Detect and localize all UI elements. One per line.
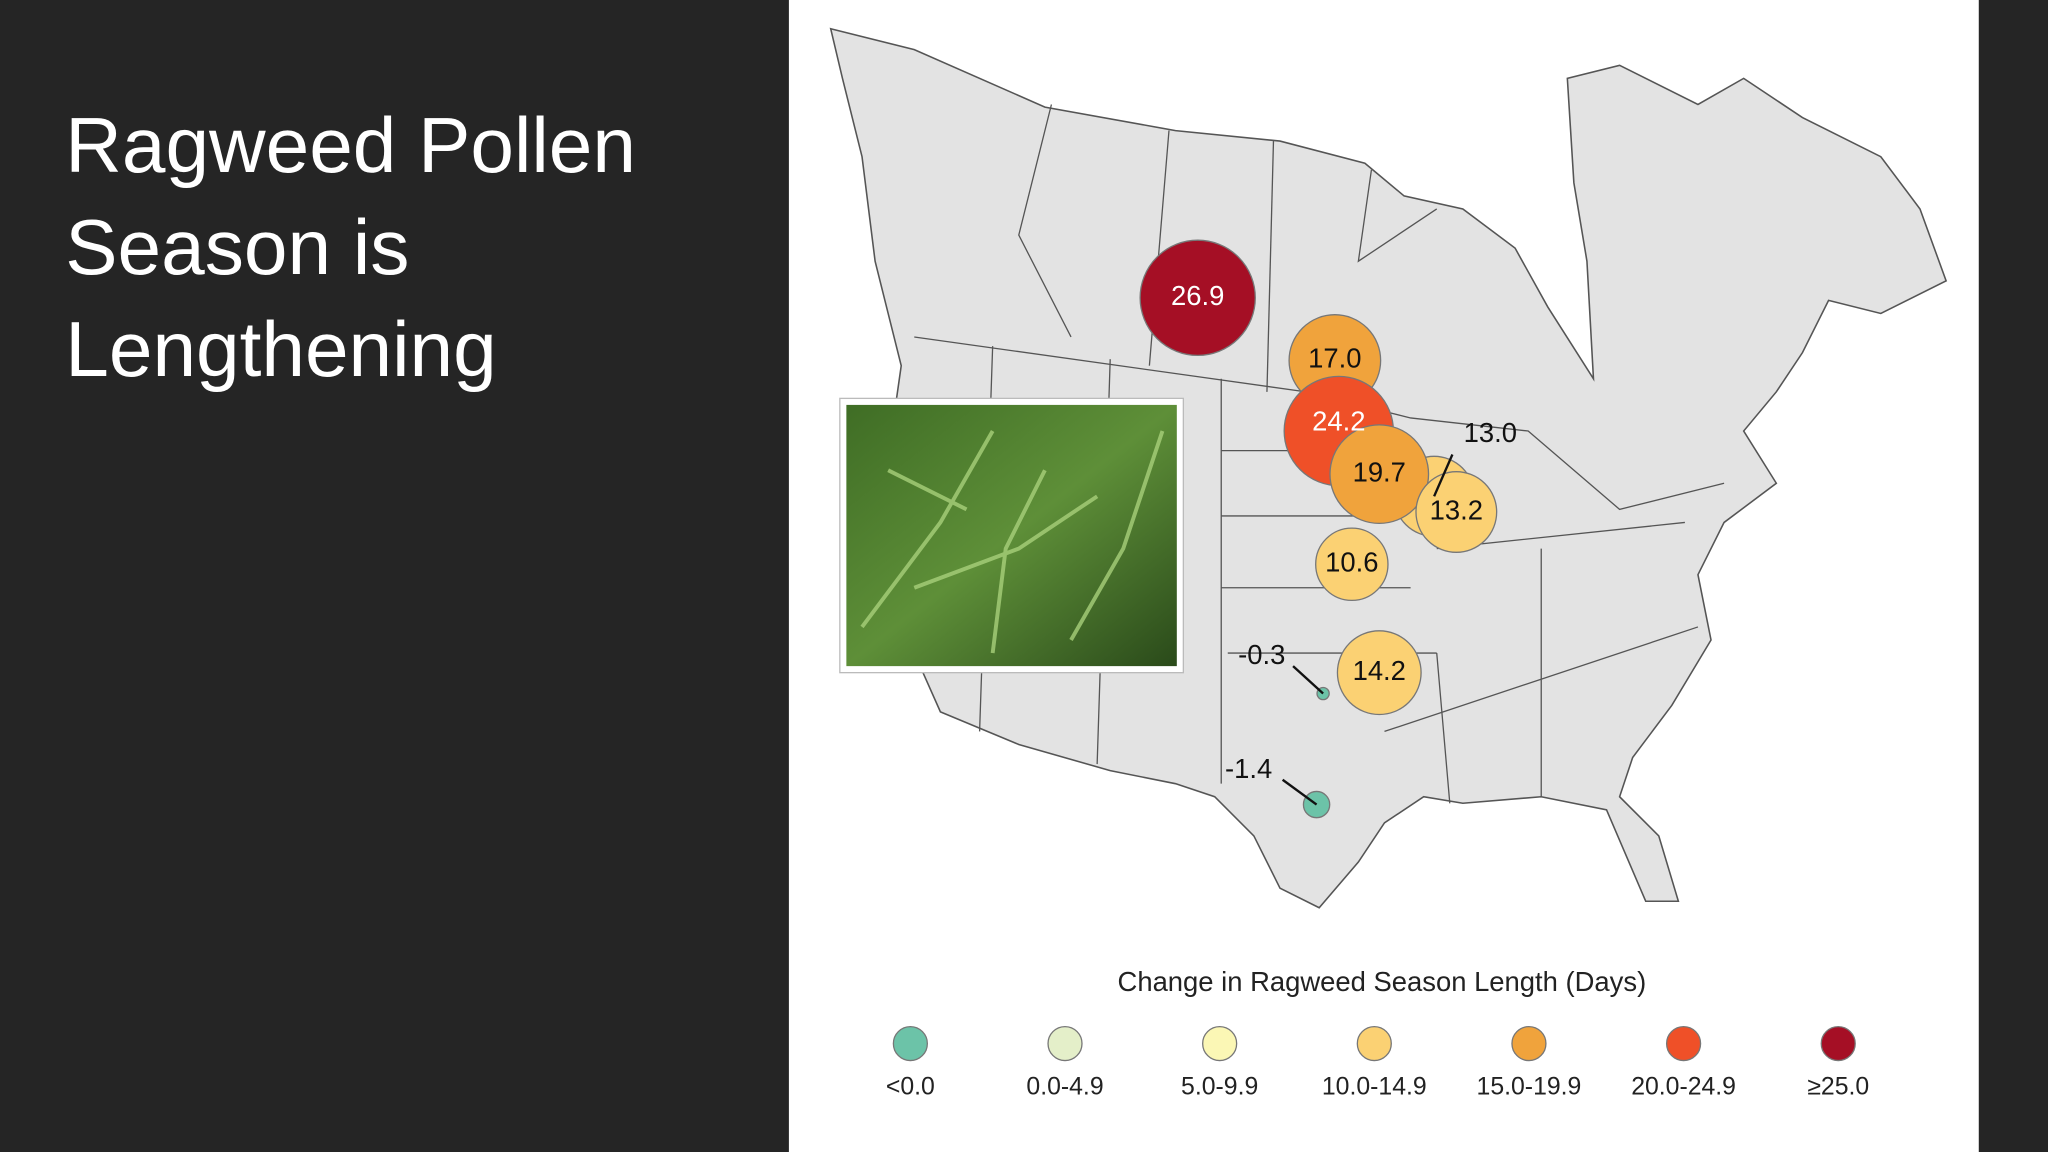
point-label: 26.9 (1171, 280, 1224, 311)
leader-line (1292, 665, 1324, 695)
legend-label: 5.0-9.9 (1181, 1074, 1258, 1101)
leader-line (1433, 454, 1454, 497)
legend-swatch (1047, 1025, 1083, 1062)
legend-swatch (1202, 1025, 1238, 1062)
legend-swatch (1356, 1025, 1392, 1062)
legend-swatch (1665, 1025, 1702, 1062)
border (1266, 141, 1275, 392)
legend-label: 0.0-4.9 (1026, 1074, 1103, 1101)
data-bubble (1315, 527, 1389, 602)
border (914, 336, 1725, 511)
point-label: 10.6 (1325, 546, 1378, 577)
data-bubble (1302, 790, 1331, 819)
legend-title: Change in Ragweed Season Length (Days) (1118, 966, 1647, 997)
point-label: 13.0 (1464, 417, 1517, 448)
data-points: 26.9 17.0 24.2 13.0 19.7 13.2 10.6 14.2 -0.3 -1.4 (1139, 239, 1517, 819)
legend: <0.0 0.0-4.9 5.0-9.9 10.0-14.9 15.0-19.9 20.0… (886, 1025, 1869, 1101)
title-line: Season is (65, 203, 409, 291)
point-label: -0.3 (1238, 639, 1285, 670)
title: Ragweed Pollen Season is Lengthening (65, 101, 636, 393)
title-line: Ragweed Pollen (65, 101, 636, 189)
border (1018, 104, 1072, 338)
point-label: 13.2 (1430, 494, 1483, 525)
title-line: Lengthening (65, 305, 496, 393)
point-label: 19.7 (1353, 456, 1406, 487)
point-label: 17.0 (1308, 343, 1361, 374)
legend-swatch (1820, 1025, 1856, 1062)
data-bubble (1329, 424, 1430, 525)
leaf (860, 430, 1165, 654)
legend-swatch (1511, 1025, 1547, 1062)
point-label: -1.4 (1225, 753, 1272, 784)
legend-label: 15.0-19.9 (1477, 1074, 1582, 1101)
point-label: 24.2 (1312, 405, 1365, 436)
legend-label: ≥25.0 (1807, 1074, 1869, 1101)
leader-line (1281, 778, 1318, 806)
point-label: 14.2 (1353, 655, 1406, 686)
data-bubble (1139, 239, 1256, 357)
legend-swatch (892, 1025, 928, 1062)
legend-label: 20.0-24.9 (1631, 1074, 1736, 1101)
photo-leaves (860, 430, 1165, 654)
legend-label: <0.0 (886, 1074, 935, 1101)
border (1357, 169, 1438, 263)
data-bubble (1336, 630, 1422, 716)
legend-label: 10.0-14.9 (1322, 1074, 1427, 1101)
